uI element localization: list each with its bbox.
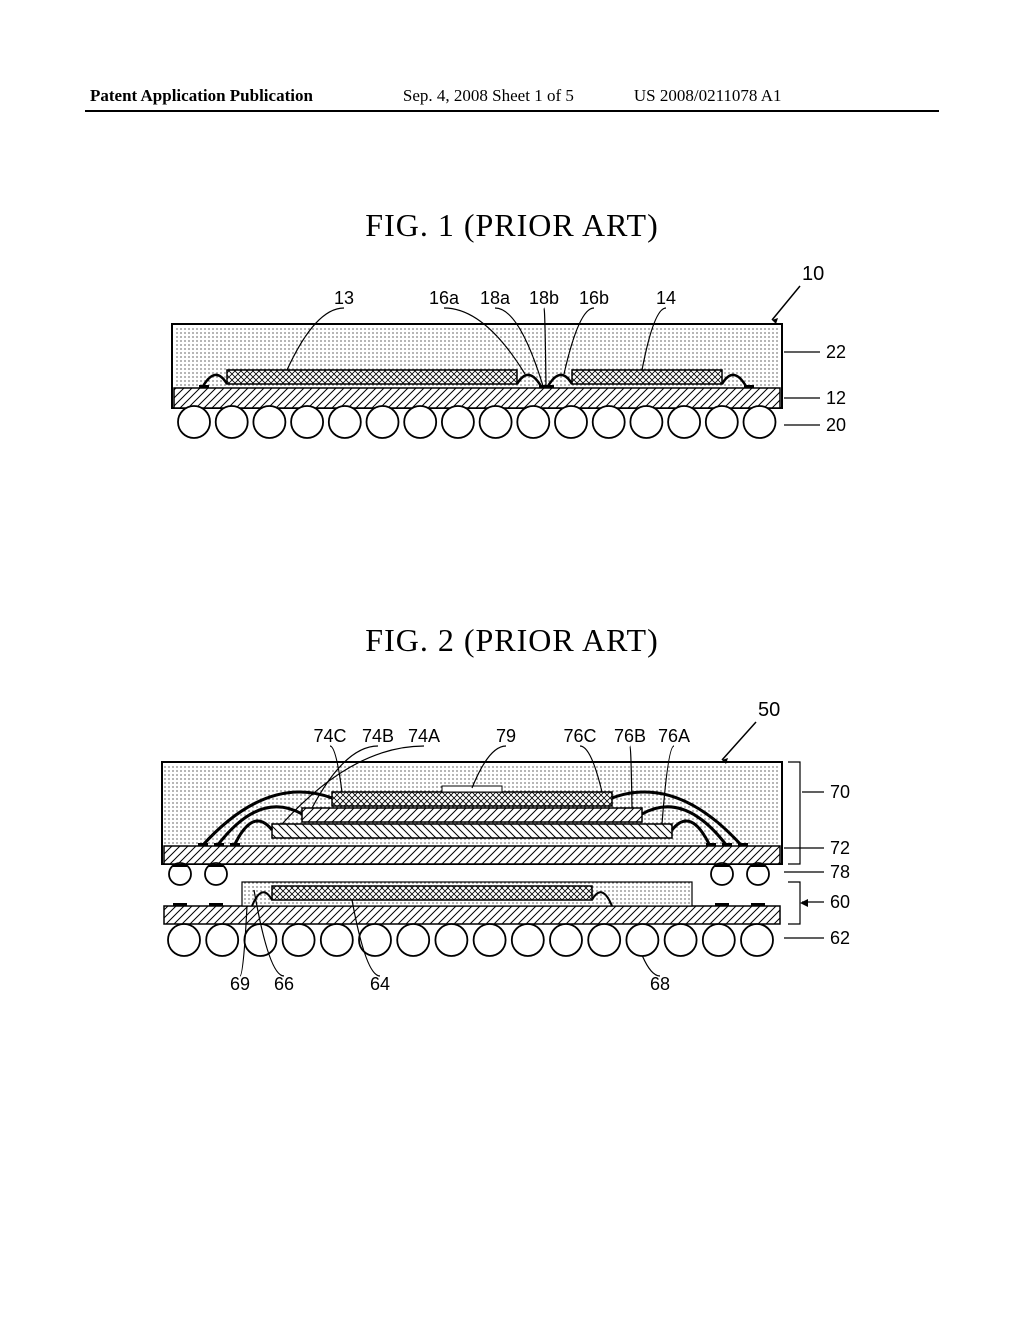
header-right: US 2008/0211078 A1 (634, 86, 782, 106)
page-header: Patent Application Publication Sep. 4, 2… (0, 86, 1024, 106)
svg-text:76C: 76C (563, 726, 596, 746)
svg-text:16a: 16a (429, 288, 460, 308)
svg-text:74B: 74B (362, 726, 394, 746)
header-center: Sep. 4, 2008 Sheet 1 of 5 (403, 86, 574, 106)
svg-text:60: 60 (830, 892, 850, 912)
svg-text:13: 13 (334, 288, 354, 308)
svg-text:70: 70 (830, 782, 850, 802)
svg-text:22: 22 (826, 342, 846, 362)
fig1-diagram: 10 13 16a 18a 18b 16b 14 22 12 20 (112, 260, 912, 490)
svg-text:10: 10 (802, 263, 824, 285)
svg-text:64: 64 (370, 974, 390, 994)
fig1-title: FIG. 1 (PRIOR ART) (0, 207, 1024, 244)
svg-text:20: 20 (826, 415, 846, 435)
svg-text:74C: 74C (313, 726, 346, 746)
svg-text:79: 79 (496, 726, 516, 746)
svg-text:50: 50 (758, 699, 780, 721)
svg-text:16b: 16b (579, 288, 609, 308)
svg-text:76A: 76A (658, 726, 690, 746)
patent-page: Patent Application Publication Sep. 4, 2… (0, 0, 1024, 1320)
fig2-title: FIG. 2 (PRIOR ART) (0, 622, 1024, 659)
svg-text:74A: 74A (408, 726, 440, 746)
svg-text:12: 12 (826, 388, 846, 408)
svg-text:18a: 18a (480, 288, 511, 308)
svg-text:72: 72 (830, 838, 850, 858)
fig2-diagram: 50 74C 74B 74A 79 76C 76B 76A 70 72 78 60 62 69 66 64 68 (112, 690, 912, 1070)
svg-text:76B: 76B (614, 726, 646, 746)
svg-text:66: 66 (274, 974, 294, 994)
svg-text:14: 14 (656, 288, 676, 308)
svg-text:68: 68 (650, 974, 670, 994)
svg-text:18b: 18b (529, 288, 559, 308)
svg-text:78: 78 (830, 862, 850, 882)
header-left: Patent Application Publication (90, 86, 313, 106)
header-rule (85, 110, 939, 112)
svg-text:62: 62 (830, 928, 850, 948)
svg-text:69: 69 (230, 974, 250, 994)
